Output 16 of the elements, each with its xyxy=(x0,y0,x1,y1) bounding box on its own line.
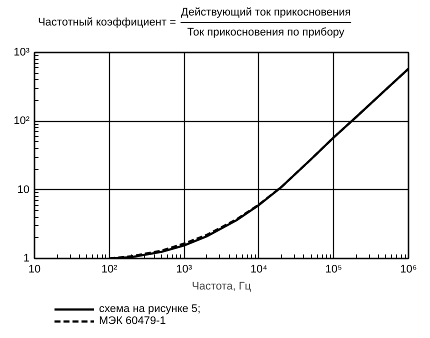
x-tick-label: 10 xyxy=(28,264,41,276)
x-tick-label: 10⁶ xyxy=(400,264,417,276)
chart-title: Частотный коэффициент = xyxy=(38,16,176,28)
x-tick-label: 10⁵ xyxy=(325,264,342,276)
legend-label: схема на рисунке 5; xyxy=(99,303,201,315)
y-tick-label: 10 xyxy=(17,184,30,196)
y-tick-label: 10³ xyxy=(14,46,30,58)
text: Ток прикосновения по прибору xyxy=(187,26,345,38)
x-tick-label: 10³ xyxy=(176,264,192,276)
y-tick-label: 1 xyxy=(23,252,30,264)
text: Действующий ток прикосновения xyxy=(180,6,351,18)
x-tick-label: 10⁴ xyxy=(250,264,268,276)
x-tick-label: 10² xyxy=(101,264,118,276)
legend-label: МЭК 60479-1 xyxy=(99,315,166,327)
x-axis-title: Частота, Гц xyxy=(192,280,252,292)
y-tick-label: 10² xyxy=(14,115,30,128)
